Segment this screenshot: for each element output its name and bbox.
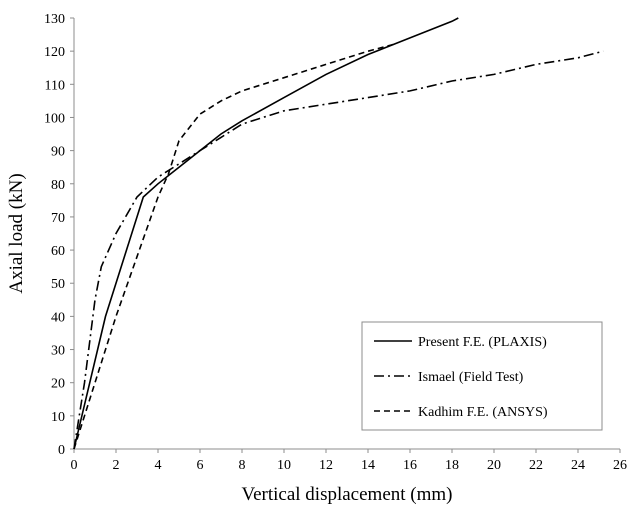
series-lines	[73, 17, 604, 450]
y-tick-label: 50	[51, 277, 65, 292]
y-tick-label: 100	[44, 111, 65, 126]
x-tick-label: 16	[403, 458, 417, 473]
y-tick-label: 30	[51, 344, 65, 359]
legend-label-3: Kadhim F.E. (ANSYS)	[418, 405, 548, 420]
y-tick-label: 20	[51, 377, 65, 392]
y-tick-label: 70	[51, 211, 65, 226]
y-tick-label: 80	[51, 178, 65, 193]
x-tick-label: 12	[319, 458, 333, 473]
y-tick-label: 40	[51, 310, 65, 325]
series-line-3	[73, 43, 394, 450]
x-axis-title: Vertical displacement (mm)	[241, 484, 452, 505]
x-tick-label: 18	[445, 458, 459, 473]
x-tick-label: 6	[197, 458, 204, 473]
y-tick-label: 110	[45, 78, 65, 93]
x-tick-label: 20	[487, 458, 501, 473]
x-tick-label: 14	[361, 458, 375, 473]
x-tick-label: 24	[571, 458, 585, 473]
y-tick-label: 10	[51, 410, 65, 425]
x-tick-label: 2	[113, 458, 120, 473]
series-line-2	[73, 50, 604, 450]
y-tick-label: 130	[44, 12, 65, 27]
series-line-1	[73, 17, 459, 450]
legend-label-2: Ismael (Field Test)	[418, 370, 524, 385]
y-tick-label: 60	[51, 244, 65, 259]
x-tick-label: 22	[529, 458, 543, 473]
x-tick-label: 10	[277, 458, 291, 473]
legend-label-1: Present F.E. (PLAXIS)	[418, 335, 547, 350]
y-tick-label: 120	[44, 45, 65, 60]
x-tick-label: 0	[71, 458, 78, 473]
y-axis-title: Axial load (kN)	[6, 173, 27, 293]
x-tick-label: 26	[613, 458, 627, 473]
legend: Present F.E. (PLAXIS) Ismael (Field Test)…	[361, 321, 603, 431]
y-tick-label: 90	[51, 145, 65, 160]
x-tick-label: 4	[155, 458, 162, 473]
y-tick-label: 0	[58, 443, 65, 458]
x-tick-label: 8	[239, 458, 246, 473]
